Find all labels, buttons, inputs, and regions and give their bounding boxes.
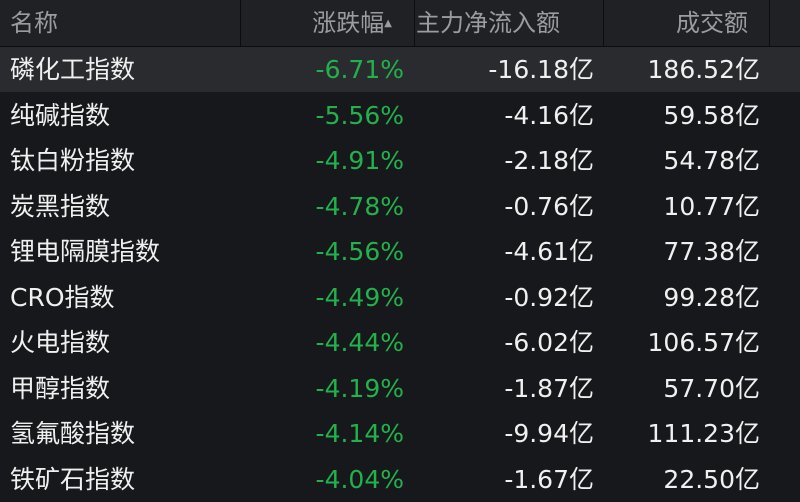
table-row[interactable]: 炭黑指数 -4.78% -0.76亿 10.77亿 (0, 184, 800, 229)
cell-change: -4.78% (315, 191, 404, 221)
cell-turnover: 77.38亿 (663, 237, 760, 266)
cell-net-inflow: -0.76亿 (504, 191, 594, 221)
col-change-header[interactable]: 涨跌幅▲ (312, 0, 392, 46)
table-row[interactable]: 甲醇指数 -4.19% -1.87亿 57.70亿 (0, 366, 800, 411)
cell-name: CRO指数 (10, 282, 115, 312)
col-change-label: 涨跌幅 (312, 9, 385, 37)
divider (414, 0, 415, 46)
cell-net-inflow: -6.02亿 (504, 328, 594, 357)
cell-turnover: 54.78亿 (663, 146, 760, 175)
cell-net-inflow: -16.18亿 (488, 55, 594, 84)
cell-name: 锂电隔膜指数 (10, 237, 161, 266)
col-inflow-header[interactable]: 主力净流入额 (416, 9, 560, 37)
cell-name: 铁矿石指数 (10, 464, 136, 494)
table-row[interactable]: 锂电隔膜指数 -4.56% -4.61亿 77.38亿 (0, 229, 800, 274)
cell-turnover: 57.70亿 (663, 373, 760, 403)
divider (603, 0, 604, 46)
cell-turnover: 186.52亿 (647, 55, 760, 84)
table-row[interactable]: 磷化工指数 -6.71% -16.18亿 186.52亿 (0, 47, 800, 92)
cell-change: -4.19% (315, 373, 404, 403)
cell-net-inflow: -4.16亿 (504, 100, 594, 130)
cell-change: -4.91% (315, 146, 404, 175)
cell-turnover: 22.50亿 (663, 464, 760, 494)
table-row[interactable]: 火电指数 -4.44% -6.02亿 106.57亿 (0, 320, 800, 365)
table-row[interactable]: 纯碱指数 -5.56% -4.16亿 59.58亿 (0, 93, 800, 138)
cell-turnover: 10.77亿 (663, 191, 760, 221)
cell-change: -4.49% (315, 282, 404, 312)
cell-net-inflow: -4.61亿 (504, 237, 594, 266)
cell-change: -4.56% (315, 237, 404, 266)
cell-change: -4.44% (315, 328, 404, 357)
cell-change: -5.56% (315, 100, 404, 130)
table-row[interactable]: 氢氟酸指数 -4.14% -9.94亿 111.23亿 (0, 411, 800, 456)
col-name-header[interactable]: 名称 (10, 9, 58, 37)
cell-name: 纯碱指数 (10, 100, 111, 130)
table-row[interactable]: 钛白粉指数 -4.91% -2.18亿 54.78亿 (0, 138, 800, 183)
col-turnover-header[interactable]: 成交额 (676, 9, 748, 37)
cell-name: 炭黑指数 (10, 191, 111, 221)
cell-turnover: 106.57亿 (647, 328, 760, 357)
cell-change: -4.14% (315, 419, 404, 448)
cell-turnover: 99.28亿 (663, 282, 760, 312)
cell-change: -4.04% (315, 464, 404, 494)
cell-name: 火电指数 (10, 328, 111, 357)
cell-net-inflow: -1.67亿 (504, 464, 594, 494)
cell-turnover: 59.58亿 (663, 100, 760, 130)
cell-change: -6.71% (315, 55, 404, 84)
table-header: 名称 涨跌幅▲ 主力净流入额 成交额 (0, 0, 800, 47)
table-row[interactable]: 铁矿石指数 -4.04% -1.67亿 22.50亿 (0, 457, 800, 502)
cell-net-inflow: -0.92亿 (504, 282, 594, 312)
cell-net-inflow: -2.18亿 (504, 146, 594, 175)
cell-name: 磷化工指数 (10, 55, 136, 84)
sort-up-icon: ▲ (384, 18, 392, 29)
divider (769, 0, 770, 46)
cell-turnover: 111.23亿 (647, 419, 760, 448)
cell-name: 氢氟酸指数 (10, 419, 136, 448)
cell-net-inflow: -9.94亿 (504, 419, 594, 448)
cell-name: 钛白粉指数 (10, 146, 136, 175)
cell-name: 甲醇指数 (10, 373, 111, 403)
cell-net-inflow: -1.87亿 (504, 373, 594, 403)
divider (240, 0, 241, 46)
table-row[interactable]: CRO指数 -4.49% -0.92亿 99.28亿 (0, 275, 800, 320)
